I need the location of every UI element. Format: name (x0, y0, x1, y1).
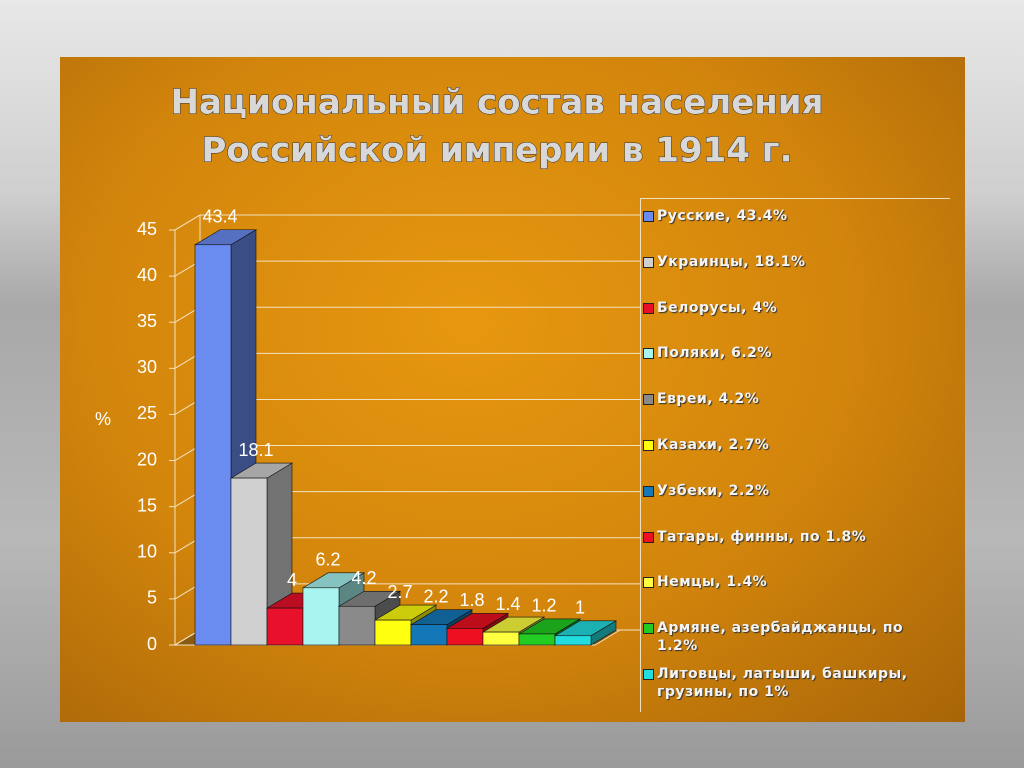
bar (410, 624, 448, 646)
legend-swatch (643, 394, 654, 406)
legend-swatch (643, 577, 654, 589)
legend-swatch (643, 211, 654, 222)
legend-entry: Евреи, 4.2% (643, 390, 937, 408)
data-label: 18.1 (238, 440, 273, 460)
legend-entry: Литовцы, латыши, башкиры, грузины, по 1% (643, 665, 937, 701)
y-tick-label: 20 (137, 449, 157, 469)
legend-swatch (643, 348, 654, 360)
legend-label: Русские, 43.4% (657, 208, 788, 224)
legend: Русские, 43.4% Украинцы, 18.1% Белорусы, 4… (640, 198, 950, 712)
bar (446, 628, 484, 646)
legend-swatch (643, 302, 654, 314)
y-tick-label: 35 (137, 311, 157, 331)
data-label: 43.4 (202, 207, 237, 227)
legend-entry: Немцы, 1.4% (643, 573, 937, 591)
legend-entry: Татары, финны, по 1.8% (643, 528, 937, 546)
legend-label: Армяне, азербайджанцы, по 1.2% (657, 620, 904, 655)
legend-label: Евреи, 4.2% (657, 391, 760, 408)
legend-entry: Узбеки, 2.2% (643, 482, 937, 500)
data-label: 6.2 (315, 550, 340, 570)
data-label: 4 (287, 570, 297, 590)
legend-label: Белорусы, 4% (657, 299, 778, 316)
chart-title: Российской империи в 1914 г. (202, 131, 793, 171)
legend-swatch (643, 531, 654, 543)
data-label: 2.2 (423, 586, 448, 606)
legend-entry: Белорусы, 4% (643, 299, 937, 317)
y-tick-label: 15 (137, 495, 157, 515)
legend-label: Татары, финны, по 1.8% (657, 528, 867, 545)
y-axis-label: % (95, 409, 111, 429)
legend-label: Узбеки, 2.2% (657, 482, 770, 499)
data-label: 1.2 (531, 596, 556, 616)
y-tick-label: 10 (137, 542, 157, 562)
legend-entry: Казахи, 2.7% (643, 436, 937, 454)
legend-swatch (643, 256, 654, 268)
legend-swatch (643, 485, 654, 497)
y-tick-label: 40 (137, 265, 157, 285)
data-label: 4.2 (351, 568, 376, 588)
data-label: 1.4 (495, 594, 520, 614)
legend-swatch (643, 669, 654, 680)
bar (194, 244, 232, 646)
legend-entry: Поляки, 6.2% (643, 344, 937, 362)
legend-label: Поляки, 6.2% (657, 345, 772, 362)
y-tick-label: 5 (147, 588, 157, 608)
legend-entry: Армяне, азербайджанцы, по 1.2% (643, 619, 937, 655)
data-label: 1.8 (459, 590, 484, 610)
y-tick-label: 30 (137, 357, 157, 377)
legend-entry: Русские, 43.4% (643, 207, 937, 225)
legend-label: Немцы, 1.4% (657, 574, 768, 591)
data-label: 2.7 (387, 582, 412, 602)
chart-title: Национальный состав населения (171, 83, 824, 123)
y-tick-label: 45 (137, 219, 157, 239)
bar (554, 635, 592, 646)
y-tick-label: 0 (147, 634, 157, 654)
legend-label: Казахи, 2.7% (657, 437, 770, 453)
y-tick-label: 25 (137, 403, 157, 423)
legend-label: Украинцы, 18.1% (657, 253, 806, 270)
bar (374, 619, 412, 646)
bar (266, 607, 304, 646)
legend-label: Литовцы, латыши, башкиры, грузины, по 1% (657, 666, 908, 700)
legend-swatch (643, 623, 654, 635)
bar (482, 631, 520, 646)
legend-swatch (643, 440, 654, 451)
legend-entry: Украинцы, 18.1% (643, 253, 937, 271)
data-label: 1 (575, 598, 585, 618)
bar (338, 605, 376, 646)
bar (518, 633, 556, 646)
grid-line (174, 214, 201, 231)
bar (302, 587, 340, 646)
bar (230, 477, 268, 646)
